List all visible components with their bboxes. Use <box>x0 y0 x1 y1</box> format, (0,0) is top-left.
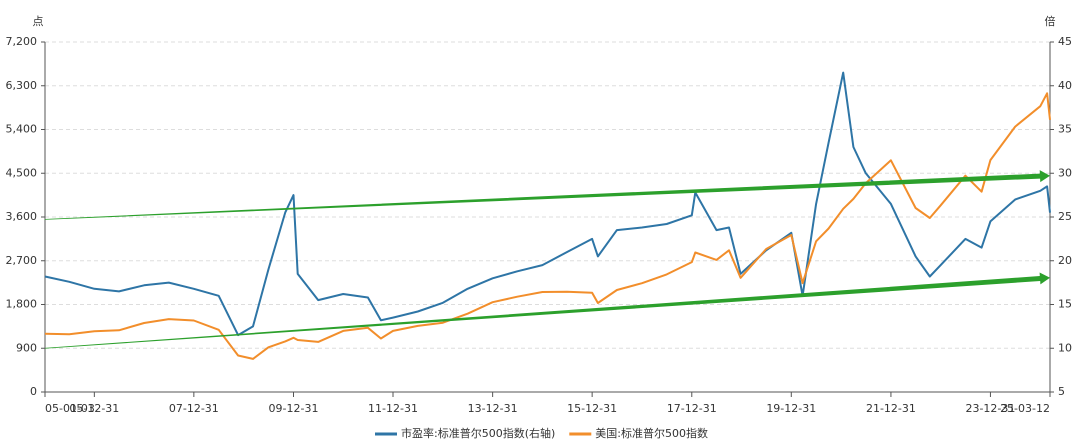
x-tick-label: 11-12-31 <box>368 402 418 415</box>
x-tick-label: 13-12-31 <box>468 402 518 415</box>
y2-tick-label: 10 <box>1058 341 1072 354</box>
y2-tick-label: 40 <box>1058 79 1072 92</box>
y-tick-label: 6,300 <box>6 79 38 92</box>
x-tick-label: 17-12-31 <box>667 402 717 415</box>
x-tick-label: 05-12-31 <box>69 402 119 415</box>
y2-tick-label: 20 <box>1058 254 1072 267</box>
trend-arrow <box>45 170 1050 220</box>
x-tick-label: 23-12-31 <box>965 402 1015 415</box>
trend-arrow <box>45 272 1050 349</box>
y2-tick-label: 30 <box>1058 166 1072 179</box>
y-tick-label: 3,600 <box>6 210 38 223</box>
x-tick-label: 05-01-03 <box>45 402 95 415</box>
series-line <box>44 92 1051 360</box>
legend-label: 美国:标准普尔500指数 <box>595 426 708 440</box>
y-tick-label: 5,400 <box>6 123 38 136</box>
x-tick-label: 19-12-31 <box>766 402 816 415</box>
y2-tick-label: 15 <box>1058 298 1072 311</box>
y2-unit: 倍 <box>1045 14 1056 28</box>
y-tick-label: 900 <box>16 341 37 354</box>
y-tick-label: 4,500 <box>6 166 38 179</box>
x-tick-label: 15-12-31 <box>567 402 617 415</box>
y-unit: 点 <box>33 15 44 28</box>
y2-tick-label: 35 <box>1058 123 1072 136</box>
y2-tick-label: 25 <box>1058 210 1072 223</box>
x-tick-label: 25-03-12 <box>1000 402 1050 415</box>
series-line <box>44 71 1051 337</box>
y-tick-label: 1,800 <box>6 298 38 311</box>
x-tick-label: 21-12-31 <box>866 402 916 415</box>
y2-tick-label: 5 <box>1058 385 1065 398</box>
y-tick-label: 0 <box>30 385 37 398</box>
y2-tick-label: 45 <box>1058 35 1072 48</box>
y-tick-label: 2,700 <box>6 254 38 267</box>
legend-label: 市盈率:标准普尔500指数(右轴) <box>401 426 555 440</box>
y-tick-label: 7,200 <box>6 35 38 48</box>
x-tick-label: 07-12-31 <box>169 402 219 415</box>
x-tick-label: 09-12-31 <box>269 402 319 415</box>
